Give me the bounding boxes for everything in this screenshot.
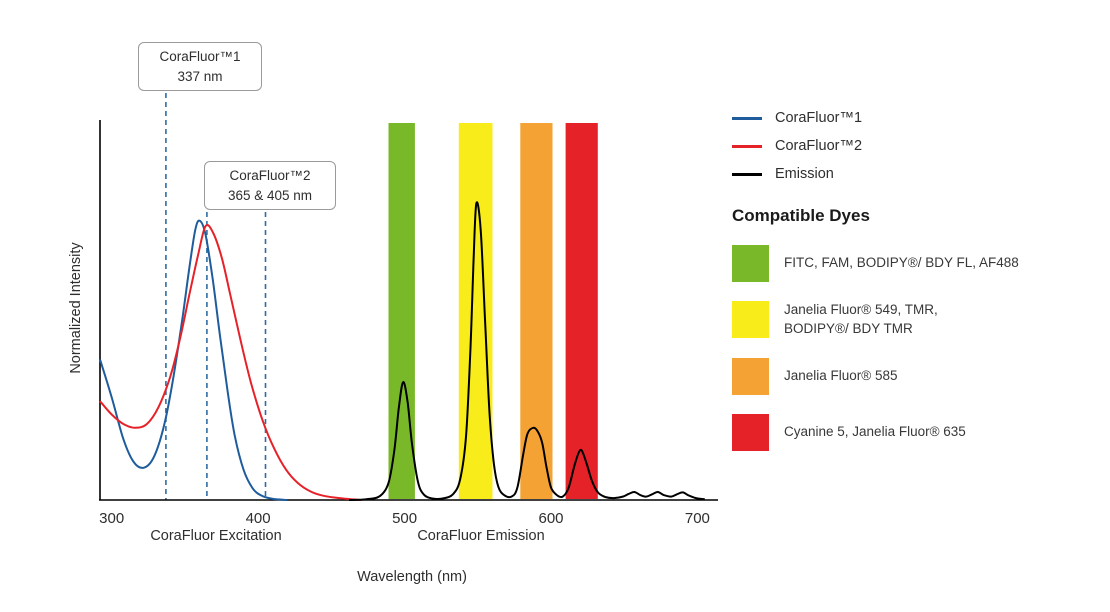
callout-wavelength: 365 & 405 nm: [227, 187, 313, 203]
compatible-dyes-heading: Compatible Dyes: [732, 206, 870, 225]
dye-row-green: FITC, FAM, BODIPY®/ BDY FL, AF488: [732, 245, 1106, 282]
x-tick-label-300: 300: [99, 510, 124, 527]
x-tick-label-500: 500: [392, 510, 417, 527]
filter-band-red: [565, 123, 598, 499]
orange-dye-swatch: [732, 357, 769, 395]
x-tick-label-600: 600: [538, 510, 563, 527]
legend-label: CoraFluor™2: [775, 138, 863, 154]
callout-title: CoraFluor™1: [159, 49, 241, 64]
dye-row-red: Cyanine 5, Janelia Fluor® 635: [732, 413, 1106, 451]
red-dye-swatch: [732, 413, 769, 451]
corafluor2-line-swatch: [732, 144, 762, 148]
legend-label: CoraFluor™1: [775, 110, 863, 126]
spectrum-curve-emission: [348, 201, 705, 501]
spectrum-curve-corafluor2: [99, 223, 361, 501]
callout-wavelength: 337 nm: [177, 68, 223, 84]
dye-row-orange: Janelia Fluor® 585: [732, 357, 1106, 395]
y-axis-label: Normalized Intensity: [68, 242, 84, 374]
yellow-dye-swatch: [732, 301, 769, 339]
legend-item-emission: Emission: [732, 160, 1106, 188]
x-tick-label-400: 400: [246, 510, 271, 527]
dye-label: FITC, FAM, BODIPY®/ BDY FL, AF488: [784, 255, 1019, 271]
x-axis-title: Wavelength (nm): [357, 569, 467, 585]
spectrum-curve-corafluor1: [99, 219, 288, 501]
x-section-label-excitation: CoraFluor Excitation: [150, 528, 282, 544]
legend-item-corafluor2: CoraFluor™2: [732, 132, 1106, 160]
callout-corafluor2-365-405nm: CoraFluor™2 365 & 405 nm: [204, 161, 336, 211]
legend-label: Emission: [775, 166, 834, 182]
dye-label: Cyanine 5, Janelia Fluor® 635: [784, 423, 966, 439]
legend: CoraFluor™1 CoraFluor™2 Emission Compati…: [732, 104, 1106, 451]
filter-band-yellow: [458, 123, 493, 499]
dye-row-yellow: Janelia Fluor® 549, TMR, BODIPY®/ BDY TM…: [732, 301, 1106, 339]
filter-band-orange: [520, 123, 553, 499]
emission-line-swatch: [732, 172, 762, 176]
green-dye-swatch: [732, 245, 769, 282]
callout-corafluor1-337nm: CoraFluor™1 337 nm: [138, 42, 262, 92]
dye-label: Janelia Fluor® 549, TMR, BODIPY®/ BDY TM…: [784, 302, 938, 336]
corafluor1-line-swatch: [732, 116, 762, 120]
dye-label: Janelia Fluor® 585: [784, 367, 898, 383]
legend-item-corafluor1: CoraFluor™1: [732, 104, 1106, 132]
x-tick-label-700: 700: [685, 510, 710, 527]
callout-title: CoraFluor™2: [229, 168, 311, 183]
x-section-label-emission: CoraFluor Emission: [417, 528, 545, 544]
